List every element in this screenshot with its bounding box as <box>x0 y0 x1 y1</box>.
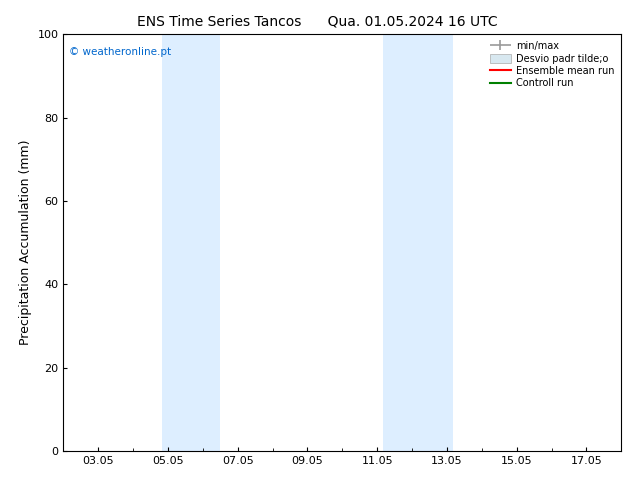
Y-axis label: Precipitation Accumulation (mm): Precipitation Accumulation (mm) <box>19 140 32 345</box>
Bar <box>162 34 185 451</box>
Bar <box>383 34 412 451</box>
Text: © weatheronline.pt: © weatheronline.pt <box>69 47 171 57</box>
Text: ENS Time Series Tancos      Qua. 01.05.2024 16 UTC: ENS Time Series Tancos Qua. 01.05.2024 1… <box>137 15 497 29</box>
Legend: min/max, Desvio padr tilde;o, Ensemble mean run, Controll run: min/max, Desvio padr tilde;o, Ensemble m… <box>488 39 616 90</box>
Bar <box>185 34 221 451</box>
Bar <box>412 34 453 451</box>
